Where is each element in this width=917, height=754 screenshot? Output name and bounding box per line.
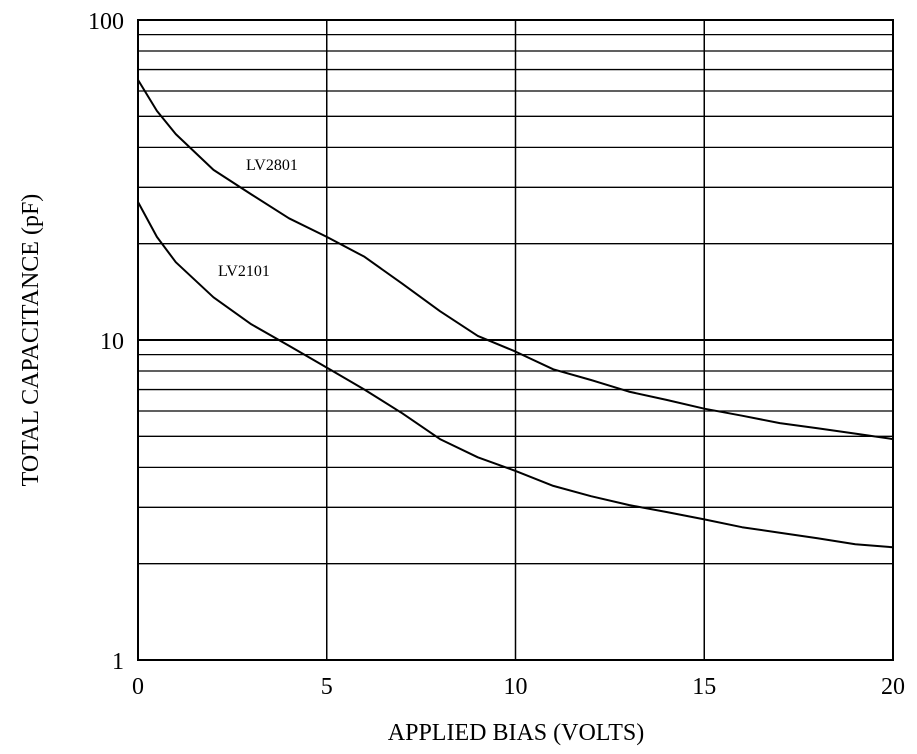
y-tick-label: 1	[112, 649, 124, 675]
x-tick-label: 5	[321, 674, 333, 700]
grid	[137, 19, 894, 661]
tick-labels: 0 5 10 15 20 1 10 100	[88, 9, 905, 700]
x-axis-title: APPLIED BIAS (VOLTS)	[388, 720, 644, 746]
curves	[137, 79, 894, 549]
x-tick-label: 15	[692, 674, 716, 700]
y-tick-label: 10	[100, 329, 124, 355]
series-label-lv2101: LV2101	[218, 263, 270, 280]
series-label-lv2801: LV2801	[246, 157, 298, 174]
plot-frame	[137, 19, 894, 661]
series-line-lv2801	[137, 79, 894, 441]
y-tick-label: 100	[88, 9, 124, 35]
y-axis-title: TOTAL CAPACITANCE (pF)	[18, 194, 44, 487]
x-tick-label: 0	[132, 674, 144, 700]
x-tick-label: 20	[881, 674, 905, 700]
series-line-lv2101	[137, 201, 894, 549]
x-tick-label: 10	[504, 674, 528, 700]
